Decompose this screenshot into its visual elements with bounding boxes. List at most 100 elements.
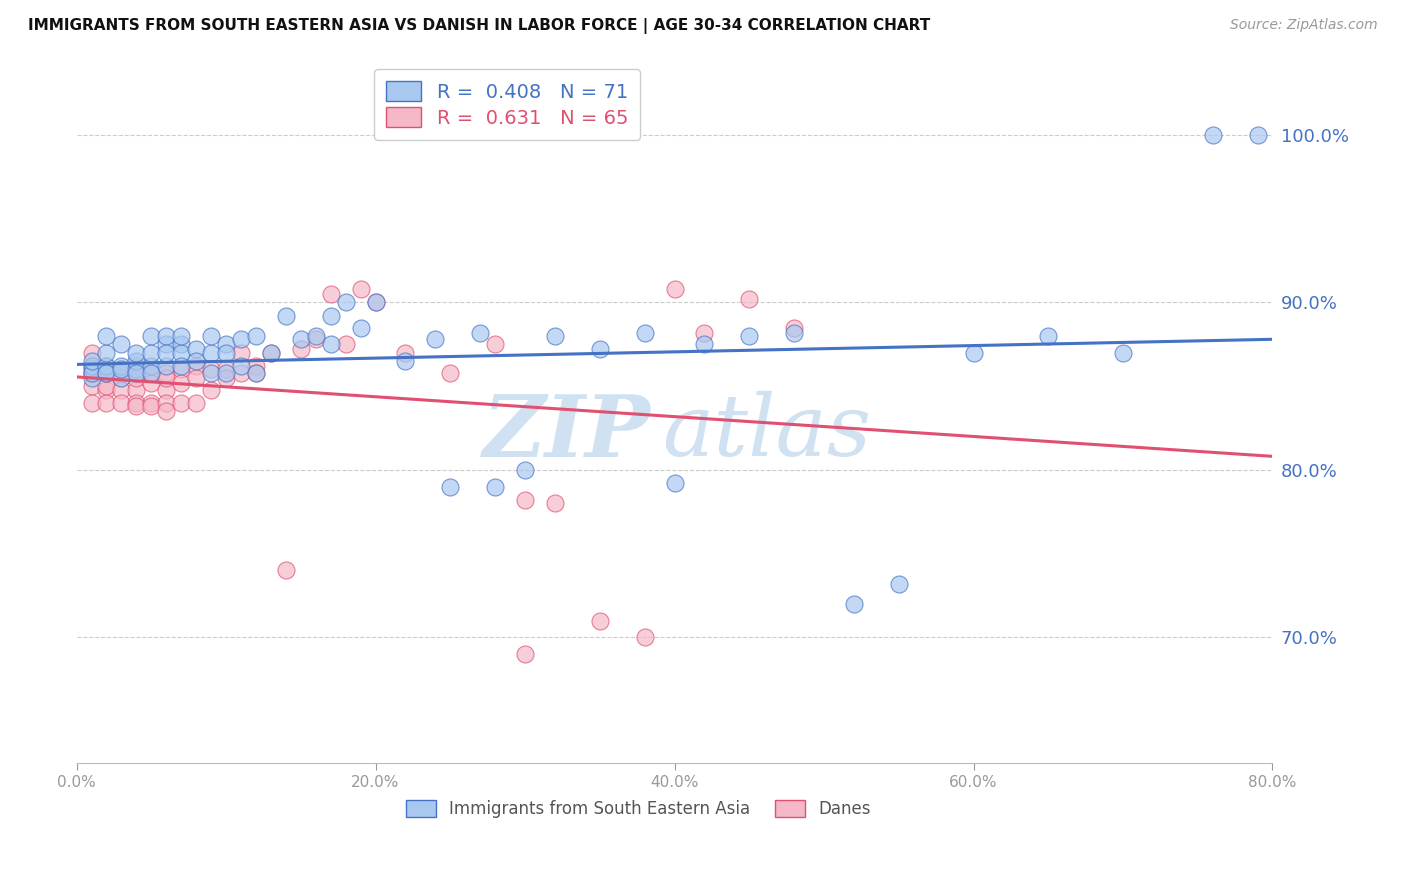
Point (245, 366, 267, 380)
Point (96, 396, 118, 410)
Text: atlas: atlas (662, 391, 872, 474)
Point (110, 362, 132, 376)
Point (155, 359, 177, 373)
Point (513, 647, 536, 661)
Point (170, 359, 193, 373)
Point (96, 366, 118, 380)
Point (96, 366, 118, 380)
Point (141, 396, 163, 410)
Point (544, 496, 567, 510)
Point (589, 614, 612, 628)
Point (96, 359, 118, 373)
Point (887, 577, 910, 591)
Point (245, 359, 267, 373)
Point (305, 329, 328, 343)
Point (110, 371, 132, 385)
Point (425, 332, 447, 346)
Point (141, 345, 163, 359)
Point (125, 354, 148, 368)
Point (80, 396, 103, 410)
Point (693, 337, 716, 351)
Point (141, 366, 163, 380)
Point (110, 366, 132, 380)
Point (170, 329, 193, 343)
Point (693, 326, 716, 340)
Point (200, 383, 222, 397)
Point (170, 362, 193, 376)
Point (274, 564, 297, 578)
Point (80, 359, 103, 373)
Point (215, 362, 238, 376)
Point (80, 366, 103, 380)
Text: Source: ZipAtlas.com: Source: ZipAtlas.com (1230, 18, 1378, 32)
Point (260, 345, 283, 359)
Point (245, 329, 267, 343)
Legend: Immigrants from South Eastern Asia, Danes: Immigrants from South Eastern Asia, Dane… (399, 794, 877, 825)
Point (125, 362, 148, 376)
Point (125, 383, 148, 397)
Point (1112, 345, 1135, 359)
Point (96, 366, 118, 380)
Point (80, 362, 103, 376)
Point (319, 309, 342, 323)
Point (215, 366, 238, 380)
Point (141, 376, 163, 390)
Point (439, 480, 461, 494)
Point (80, 371, 103, 385)
Point (155, 404, 177, 418)
Point (200, 329, 222, 343)
Point (186, 396, 208, 410)
Point (349, 282, 371, 296)
Point (80, 379, 103, 393)
Point (229, 366, 252, 380)
Point (125, 396, 148, 410)
Point (633, 326, 655, 340)
Point (364, 295, 387, 310)
Point (155, 383, 177, 397)
Point (125, 400, 148, 414)
Point (439, 366, 461, 380)
Point (1246, 128, 1268, 142)
Point (783, 326, 806, 340)
Point (170, 345, 193, 359)
Point (125, 366, 148, 380)
Point (962, 345, 984, 359)
Point (200, 345, 222, 359)
Point (110, 359, 132, 373)
Point (96, 329, 118, 343)
Point (186, 343, 208, 357)
Point (141, 359, 163, 373)
Point (394, 354, 416, 368)
Point (110, 371, 132, 385)
Point (155, 366, 177, 380)
Point (513, 493, 536, 508)
Point (80, 354, 103, 368)
Point (155, 329, 177, 343)
Point (842, 597, 865, 611)
Point (96, 345, 118, 359)
Point (170, 337, 193, 351)
Point (290, 343, 312, 357)
Point (470, 326, 492, 340)
Point (96, 383, 118, 397)
Point (783, 320, 806, 334)
Point (186, 359, 208, 373)
Point (170, 396, 193, 410)
Point (229, 345, 252, 359)
Point (1038, 329, 1060, 343)
Point (274, 309, 297, 323)
Point (141, 366, 163, 380)
Point (125, 359, 148, 373)
Point (335, 337, 357, 351)
Point (96, 366, 118, 380)
Point (738, 292, 761, 306)
Point (141, 329, 163, 343)
Point (125, 366, 148, 380)
Point (319, 287, 342, 301)
Point (335, 295, 357, 310)
Point (170, 376, 193, 390)
Point (80, 345, 103, 359)
Point (664, 282, 686, 296)
Text: ZIP: ZIP (482, 391, 651, 475)
Point (80, 366, 103, 380)
